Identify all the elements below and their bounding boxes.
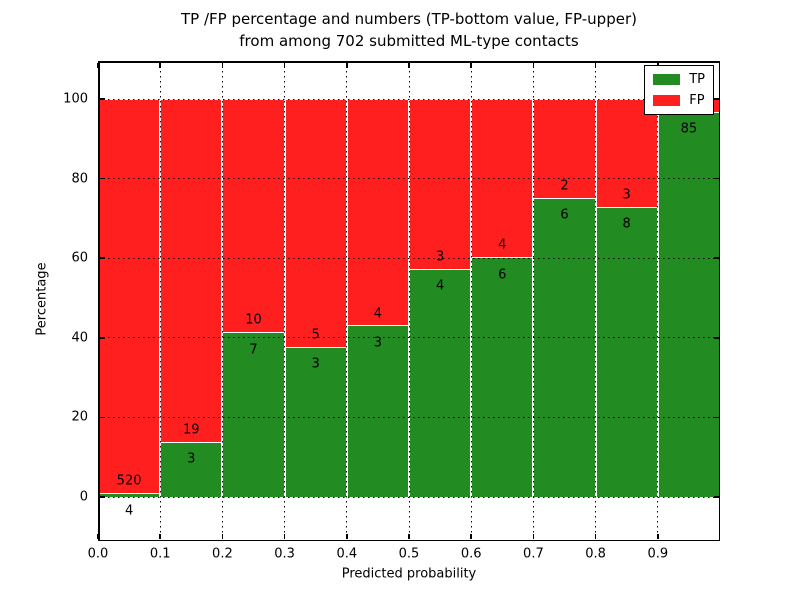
tp-count-label: 3	[373, 335, 383, 351]
x-gridline	[470, 61, 472, 541]
x-tick-label: 0.5	[398, 546, 420, 562]
y-axis-label: Percentage	[34, 262, 50, 336]
tp-legend-label: TP	[689, 72, 705, 87]
fp-count-label: 4	[373, 306, 383, 322]
x-tick-label: 0.2	[212, 546, 233, 562]
tp-bar-segment	[222, 333, 285, 497]
y-gridline	[98, 257, 720, 259]
y-tick-label: 100	[63, 91, 88, 107]
x-tick-label: 0.3	[274, 546, 295, 562]
fp-bar-segment	[160, 99, 223, 443]
y-gridline	[98, 337, 720, 339]
x-gridline	[532, 61, 534, 541]
y-gridline	[98, 178, 720, 180]
chart-title: TP /FP percentage and numbers (TP-bottom…	[98, 8, 720, 52]
tp-legend-swatch	[653, 74, 681, 85]
tp-count-label: 6	[498, 267, 507, 283]
y-gridline	[98, 416, 720, 418]
x-tick-label: 0.8	[585, 546, 606, 562]
fp-bar-segment	[346, 99, 409, 327]
legend: TP FP	[644, 65, 714, 115]
fp-count-label: 3	[435, 249, 445, 265]
x-tick-label: 0.6	[460, 546, 482, 562]
x-tick-label: 0.9	[647, 546, 669, 562]
tp-count-label: 4	[124, 503, 134, 519]
y-tick-label: 60	[71, 250, 88, 266]
fp-bar-segment	[595, 99, 658, 208]
tp-count-label: 8	[622, 216, 631, 232]
fp-count-label: 10	[245, 312, 262, 328]
tp-count-label: 6	[560, 207, 569, 223]
fp-count-label: 4	[498, 237, 507, 253]
x-tick-label: 0.7	[523, 546, 544, 562]
x-gridline	[595, 61, 597, 541]
y-gridline	[98, 496, 720, 498]
x-tick-label: 0.4	[336, 546, 358, 562]
tp-bar-segment	[284, 347, 347, 497]
x-gridline	[657, 61, 659, 541]
tp-count-label: 3	[187, 451, 196, 467]
x-gridline	[221, 61, 223, 541]
axis-spine-left	[98, 61, 100, 541]
fp-count-label: 2	[560, 178, 569, 194]
legend-item-fp: FP	[653, 90, 705, 111]
tp-count-label: 3	[311, 356, 320, 372]
x-gridline	[408, 61, 410, 541]
x-gridline	[284, 61, 286, 541]
tp-bar-segment	[657, 112, 720, 497]
fp-count-label: 520	[116, 473, 142, 489]
chart-title-line-1: TP /FP percentage and numbers (TP-bottom…	[181, 10, 637, 28]
plot-area: Predicted probability Percentage TP FP 5…	[35, 61, 720, 582]
fp-count-label: 19	[183, 422, 200, 438]
x-gridline	[346, 61, 348, 541]
x-tick-top	[97, 62, 99, 68]
tp-bar-segment	[471, 258, 534, 497]
y-tick-label: 0	[79, 489, 88, 505]
x-gridline	[159, 61, 161, 541]
fp-count-label: 3	[622, 187, 631, 203]
y-tick-label: 80	[71, 171, 88, 187]
fp-bar-segment	[222, 99, 285, 334]
tp-bar-segment	[409, 269, 472, 497]
fp-bar-segment	[98, 99, 161, 494]
fp-count-label: 5	[311, 327, 320, 343]
y-tick-label: 20	[71, 409, 88, 425]
tp-bar-segment	[346, 326, 409, 497]
tp-count-label: 4	[435, 278, 445, 294]
fp-bar-segment	[284, 99, 347, 348]
y-gridline	[98, 98, 720, 100]
x-tick-bottom	[97, 534, 99, 539]
tp-bar-segment	[595, 207, 658, 497]
axis-spine-right	[718, 61, 720, 541]
fp-bar-segment	[409, 99, 472, 270]
tp-count-label: 7	[249, 342, 258, 358]
x-tick-label: 0.0	[87, 546, 109, 562]
tp-bar-segment	[533, 198, 596, 497]
y-tick-label: 40	[71, 330, 88, 346]
x-tick-label: 0.1	[149, 546, 171, 562]
fp-legend-label: FP	[689, 93, 705, 108]
x-axis-label: Predicted probability	[341, 566, 477, 582]
chart-title-line-2: from among 702 submitted ML-type contact…	[239, 32, 579, 50]
tp-bar-segment	[160, 442, 223, 497]
legend-item-tp: TP	[653, 69, 705, 90]
fp-bar-segment	[533, 99, 596, 199]
fp-legend-swatch	[653, 95, 681, 106]
tp-count-label: 85	[680, 121, 698, 137]
